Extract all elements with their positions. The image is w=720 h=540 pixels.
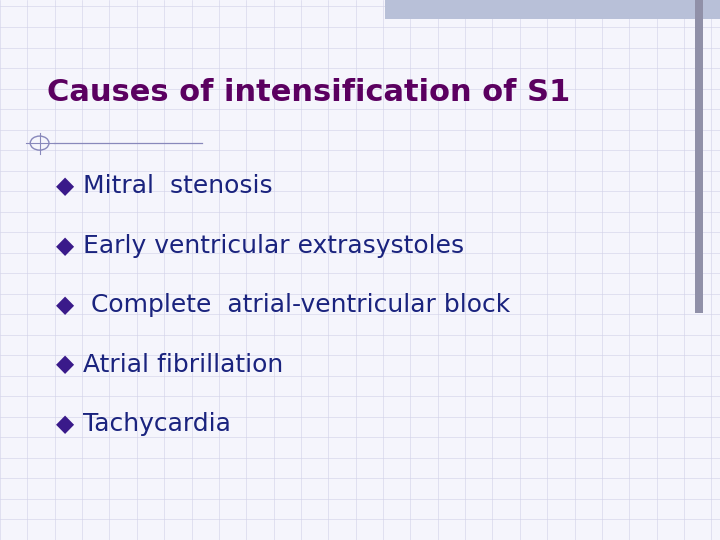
Text: ◆: ◆ — [55, 234, 74, 258]
Text: ◆: ◆ — [55, 174, 74, 198]
Text: Complete  atrial-ventricular block: Complete atrial-ventricular block — [83, 293, 510, 317]
Bar — [695, 0, 703, 313]
Text: Mitral  stenosis: Mitral stenosis — [83, 174, 272, 198]
Text: Tachycardia: Tachycardia — [83, 412, 230, 436]
Text: Atrial fibrillation: Atrial fibrillation — [83, 353, 283, 376]
Text: ◆: ◆ — [55, 412, 74, 436]
Text: ◆: ◆ — [55, 353, 74, 376]
Text: ◆: ◆ — [55, 293, 74, 317]
Text: Early ventricular extrasystoles: Early ventricular extrasystoles — [83, 234, 464, 258]
Bar — [385, 0, 720, 19]
Text: Causes of intensification of S1: Causes of intensification of S1 — [47, 78, 570, 107]
